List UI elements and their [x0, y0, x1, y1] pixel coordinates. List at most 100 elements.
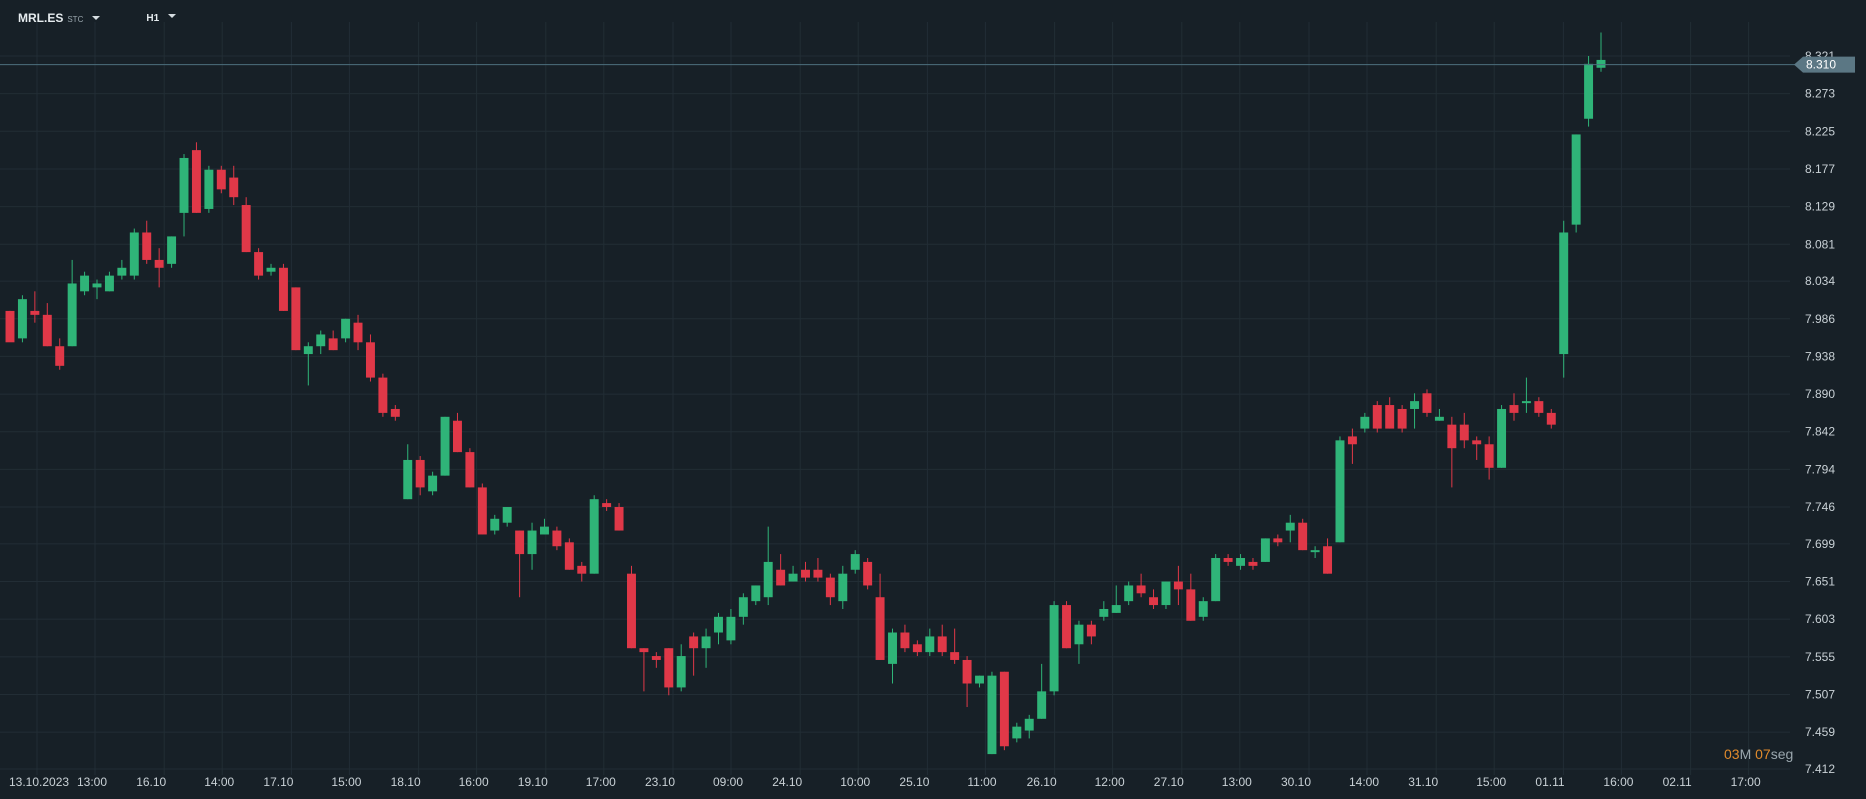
candle-body — [328, 338, 338, 351]
candle-body — [1099, 608, 1109, 617]
candle-body — [1086, 624, 1096, 637]
candle-body — [390, 408, 400, 417]
y-tick-label: 7.842 — [1805, 425, 1835, 439]
candle-up — [1198, 597, 1208, 621]
candle-body — [552, 530, 562, 547]
candle-down — [1472, 436, 1482, 460]
y-tick-label: 8.081 — [1805, 237, 1835, 251]
chevron-down-icon[interactable] — [92, 16, 101, 20]
candle-down — [900, 624, 910, 653]
candle-up — [1024, 714, 1034, 739]
candle-body — [378, 377, 388, 413]
candle-down — [5, 310, 15, 343]
candle-down — [229, 165, 239, 206]
candle-down — [627, 565, 636, 649]
candle-body — [801, 569, 810, 578]
candle-body — [1173, 581, 1183, 590]
candle-up — [1236, 554, 1246, 570]
candle-body — [191, 150, 201, 213]
chevron-down-icon[interactable] — [168, 14, 177, 18]
candle-body — [1037, 691, 1047, 719]
candle-body — [1584, 63, 1594, 119]
candle-body — [1422, 393, 1432, 413]
candle-down — [950, 628, 960, 664]
y-tick-label: 7.507 — [1805, 687, 1835, 701]
candle-down — [962, 656, 972, 708]
candle-body — [602, 503, 612, 508]
x-tick-label: 15:00 — [1476, 775, 1506, 789]
x-tick-label: 24.10 — [772, 775, 802, 789]
y-tick-label: 8.034 — [1805, 274, 1835, 288]
candle-up — [490, 514, 500, 535]
y-tick-label: 8.129 — [1805, 200, 1835, 214]
candle-body — [763, 561, 773, 598]
y-tick-label: 7.794 — [1805, 462, 1835, 476]
y-tick-label: 8.273 — [1805, 87, 1835, 101]
candle-down — [1298, 518, 1308, 551]
candle-down — [689, 632, 699, 676]
x-tick-label: 17:00 — [586, 775, 616, 789]
candle-down — [154, 248, 164, 288]
candle-body — [142, 232, 152, 260]
candle-body — [477, 487, 487, 535]
candle-up — [987, 671, 997, 755]
x-tick-label: 10:00 — [840, 775, 870, 789]
candle-body — [825, 577, 835, 598]
candle-body — [863, 561, 873, 586]
candle-up — [838, 565, 848, 609]
candle-down — [1248, 558, 1258, 570]
y-tick-label: 8.225 — [1805, 124, 1835, 138]
candle-up — [1335, 436, 1345, 543]
candle-down — [390, 405, 400, 421]
bar-countdown: 03M 07seg — [1724, 746, 1793, 762]
x-tick-label: 11:00 — [967, 775, 996, 789]
x-tick-label: 17.10 — [263, 775, 293, 789]
y-tick-label: 8.177 — [1805, 162, 1835, 176]
candle-body — [92, 283, 102, 288]
x-tick-label: 31.10 — [1408, 775, 1438, 789]
candle-up — [316, 330, 326, 355]
candle-body — [1236, 558, 1246, 566]
candle-down — [813, 558, 823, 582]
candle-up — [1360, 412, 1370, 433]
candle-body — [17, 299, 27, 339]
candle-up — [204, 165, 214, 213]
y-tick-label: 7.555 — [1805, 650, 1835, 664]
candle-body — [1024, 718, 1034, 731]
candle-down — [1347, 428, 1357, 464]
candle-body — [1012, 726, 1022, 739]
y-tick-label: 7.699 — [1805, 537, 1835, 551]
timeframe-selector[interactable]: H1 — [146, 13, 177, 24]
y-tick-label: 7.412 — [1805, 762, 1835, 776]
candle-up — [1434, 408, 1444, 421]
candle-body — [129, 232, 139, 276]
countdown-seconds-unit: seg — [1770, 746, 1794, 762]
candle-body — [1186, 589, 1196, 621]
symbol-selector[interactable]: MRL.ES STC — [18, 11, 101, 25]
candle-down — [1136, 573, 1146, 598]
countdown-seconds: 07 — [1755, 746, 1771, 762]
candle-body — [912, 644, 922, 653]
candle-body — [30, 310, 40, 315]
candle-body — [1323, 546, 1333, 574]
candle-down — [278, 263, 288, 311]
candle-up — [726, 608, 736, 645]
candle-body — [428, 475, 438, 492]
candle-body — [1335, 440, 1345, 543]
candle-up — [1260, 538, 1270, 562]
candle-body — [975, 675, 984, 684]
time-axis: 13.10.2023 13:00 16.10 14:00 17.10 15:00 18.10… — [9, 775, 1761, 789]
candle-body — [204, 169, 214, 209]
x-tick-label: 19.10 — [518, 775, 548, 789]
candle-body — [216, 169, 226, 190]
candle-down — [1385, 397, 1395, 429]
candle-up — [303, 342, 313, 386]
candle-down — [863, 558, 873, 590]
candle-body — [1062, 605, 1071, 649]
candle-down — [142, 220, 152, 264]
countdown-minutes: 03 — [1724, 746, 1740, 762]
candle-body — [813, 569, 823, 578]
candle-up — [1099, 601, 1109, 621]
candle-body — [627, 573, 636, 649]
